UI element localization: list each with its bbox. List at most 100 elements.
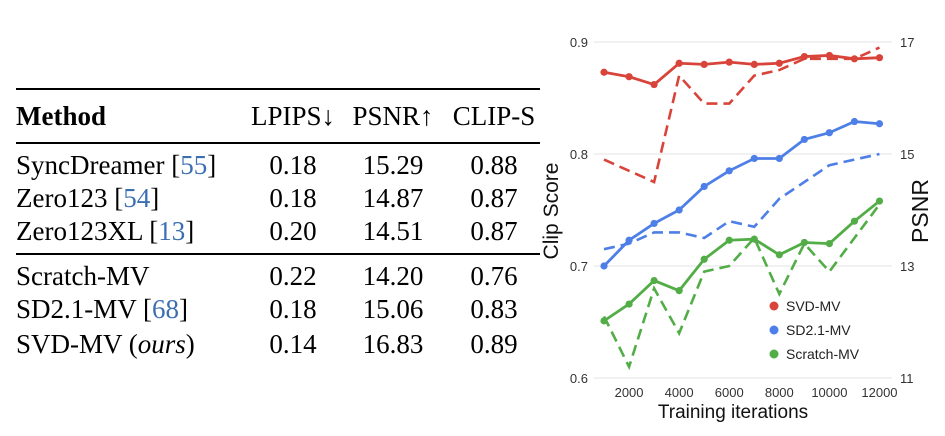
psnr-cell: 15.06 (362, 294, 424, 324)
clip-point (600, 317, 608, 325)
header-clip: CLIP-S (448, 88, 540, 144)
y-tick-label-right: 15 (900, 147, 914, 162)
method-cell: SyncDreamer [55] (16, 142, 248, 181)
clip-cell: 0.88 (448, 142, 540, 181)
method-cell: SD2.1-MV [68] (16, 294, 189, 324)
citation-link[interactable]: 68 (152, 294, 180, 324)
method-name: SD2.1-MV (16, 294, 137, 324)
clip-point (775, 154, 783, 163)
legend-label: SD2.1-MV (786, 322, 851, 338)
psnr-cell: 14.51 (362, 216, 424, 246)
x-tick-label: 4000 (665, 385, 694, 400)
psnr-cell: 16.83 (362, 329, 424, 359)
psnr-line-svd-mv (603, 46, 881, 184)
method-cell: Zero123XL [13] (16, 216, 195, 246)
clip-point (825, 240, 833, 248)
table-row: Zero123XL [13] 0.20 14.51 0.87 (16, 216, 540, 254)
method-cell: SVD-MV (ours) (16, 329, 195, 359)
x-tick-label: 2000 (615, 385, 644, 400)
header-lpips: LPIPS↓ (248, 88, 338, 144)
clip-line-sd2.1-mv (603, 120, 880, 267)
method-name: Zero123XL (16, 216, 143, 246)
lpips-cell: 0.18 (269, 183, 317, 213)
legend-marker (769, 349, 779, 359)
clip-point (875, 120, 884, 128)
clip-point (775, 59, 783, 67)
clip-point (650, 80, 658, 89)
legend-label: Scratch-MV (786, 346, 860, 362)
training-chart: Clip Score PSNR Training iterations 0.6 1… (540, 35, 933, 423)
clip-point (850, 117, 859, 126)
table-row: SyncDreamer [55] 0.18 15.29 0.88 (16, 142, 540, 181)
clip-point (750, 60, 758, 68)
method-name: Zero123 (16, 183, 108, 213)
clip-point (625, 236, 633, 244)
table-row: SD2.1-MV [68] 0.18 15.06 0.83 (16, 292, 540, 327)
y-tick-label-right: 11 (900, 371, 914, 386)
clip-point (675, 206, 683, 214)
clip-point (725, 58, 733, 66)
clip-point (725, 167, 733, 175)
clip-line-scratch-mv (603, 199, 881, 323)
clip-point (825, 51, 833, 60)
clip-point (800, 238, 808, 247)
clip-point (650, 276, 658, 285)
x-tick-label: 6000 (715, 385, 744, 400)
clip-point (875, 54, 884, 62)
clip-point (725, 236, 733, 244)
clip-point (800, 135, 808, 144)
table-row: Scratch-MV 0.22 14.20 0.76 (16, 253, 540, 292)
psnr-line-sd2.1-mv (603, 152, 880, 251)
psnr-line-scratch-mv (602, 203, 881, 371)
training-chart-panel: Clip Score PSNR Training iterations 0.6 1… (536, 0, 945, 431)
method-cell: Zero123 [54] (16, 183, 160, 213)
clip-point (625, 300, 633, 308)
legend-label: SVD-MV (786, 298, 841, 314)
method-name: SVD-MV (16, 329, 123, 359)
lpips-cell: 0.18 (269, 294, 317, 324)
clip-point (675, 287, 683, 295)
clip-cell: 0.89 (470, 329, 518, 359)
header-psnr: PSNR↑ (338, 88, 448, 144)
clip-cell: 0.87 (470, 216, 518, 246)
y-tick-label-left: 0.6 (570, 371, 588, 386)
table-header-row: Method LPIPS↓ PSNR↑ CLIP-S (16, 88, 540, 144)
citation-link[interactable]: 13 (158, 216, 186, 246)
lpips-cell: 0.18 (248, 142, 338, 181)
psnr-cell: 14.20 (338, 253, 448, 292)
results-table: Method LPIPS↓ PSNR↑ CLIP-S SyncDreamer [… (16, 88, 540, 362)
table-row: Zero123 [54] 0.18 14.87 0.87 (16, 181, 540, 216)
clip-point (600, 262, 608, 270)
clip-point (800, 52, 808, 61)
y-tick-label-left: 0.7 (570, 259, 588, 274)
method-cell: Scratch-MV (16, 253, 248, 292)
y-axis-label-left: Clip Score (540, 163, 563, 260)
clip-cell: 0.83 (470, 294, 518, 324)
lpips-cell: 0.22 (248, 253, 338, 292)
y-tick-label-left: 0.9 (570, 35, 588, 50)
citation-link[interactable]: 54 (123, 183, 151, 213)
clip-point (650, 219, 658, 228)
clip-point (775, 251, 783, 259)
clip-point (825, 129, 833, 137)
x-axis-label: Training iterations (658, 402, 808, 423)
method-name: SyncDreamer (16, 150, 165, 180)
psnr-cell: 14.87 (362, 183, 424, 213)
citation-link[interactable]: 55 (180, 150, 208, 180)
clip-point (850, 55, 859, 63)
legend-marker (769, 301, 779, 311)
table-row-best: SVD-MV (ours) 0.14 16.83 0.89 (16, 327, 540, 362)
clip-point (875, 197, 884, 205)
clip-point (625, 73, 633, 81)
results-table-panel: Method LPIPS↓ PSNR↑ CLIP-S SyncDreamer [… (16, 88, 540, 362)
clip-point (700, 60, 708, 68)
psnr-cell: 15.29 (338, 142, 448, 181)
y-tick-label-left: 0.8 (570, 147, 588, 162)
method-name: Scratch-MV (16, 261, 150, 291)
x-tick-label: 12000 (861, 385, 897, 400)
legend-marker (769, 325, 779, 335)
method-suffix: ours (137, 329, 186, 359)
lpips-cell: 0.20 (269, 216, 317, 246)
y-tick-label-right: 17 (900, 35, 914, 50)
clip-cell: 0.87 (470, 183, 518, 213)
